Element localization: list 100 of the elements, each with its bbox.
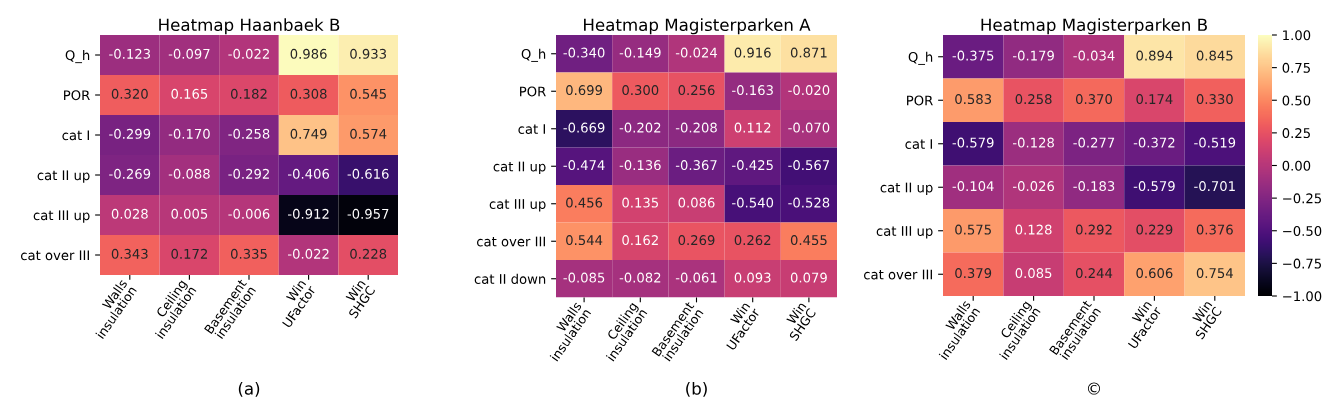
data-label: -0.258: [228, 128, 270, 139]
data-label: 0.269: [678, 235, 715, 246]
data-label: 0.162: [622, 235, 658, 246]
data-label: 0.005: [171, 208, 208, 219]
y-tick-label: cat III up: [489, 199, 546, 212]
data-label: -0.183: [1073, 181, 1115, 192]
data-label: -0.170: [168, 128, 210, 139]
data-label: -0.579: [952, 137, 994, 148]
data-label: -0.202: [619, 122, 661, 133]
data-label: -0.085: [563, 272, 605, 283]
text: (a): [238, 381, 260, 397]
data-label: 0.256: [678, 85, 715, 96]
data-label: 0.699: [566, 85, 603, 96]
data-label: 0.575: [955, 224, 991, 235]
data-label: 0.244: [1075, 268, 1113, 279]
data-label: 0.376: [1196, 224, 1233, 235]
data-label: -0.061: [675, 272, 717, 283]
color-bar-label: 0.25: [1282, 128, 1310, 139]
y-tick-label: cat over III: [864, 269, 932, 280]
data-label: 0.456: [566, 197, 603, 208]
data-label: 0.754: [1196, 268, 1233, 279]
data-label: 0.916: [734, 47, 771, 58]
data-label: -0.034: [1073, 50, 1115, 61]
data-label: -0.425: [732, 160, 773, 171]
data-label: 0.606: [1136, 268, 1173, 279]
data-label: -0.088: [168, 168, 210, 179]
data-label: 0.343: [111, 248, 148, 259]
data-label: -0.957: [347, 208, 389, 219]
data-label: 0.292: [1075, 224, 1112, 235]
data-label: -0.020: [788, 85, 830, 96]
data-label: 0.933: [350, 48, 387, 59]
data-label: -0.406: [287, 168, 330, 179]
y-tick-label: cat I: [62, 130, 89, 141]
data-label: -0.616: [347, 168, 389, 179]
y-tick-label: cat II up: [880, 182, 933, 196]
data-label: 0.172: [171, 248, 207, 259]
data-label: 0.574: [350, 128, 387, 139]
data-label: -0.292: [228, 168, 269, 179]
data-label: 0.894: [1136, 50, 1173, 61]
y-tick-label: cat over III: [477, 236, 545, 247]
y-tick-label: cat I: [518, 124, 545, 134]
y-tick-label: POR: [520, 86, 546, 97]
data-label: 0.379: [955, 268, 992, 279]
data-label: 0.320: [111, 88, 148, 99]
data-label: 0.135: [622, 197, 659, 208]
y-tick-label: cat II up: [37, 170, 90, 183]
data-label: -0.277: [1073, 137, 1115, 148]
data-label: -0.136: [619, 160, 661, 171]
color-bar-label: 0.75: [1282, 62, 1310, 73]
data-label: -0.097: [168, 48, 210, 59]
data-label: 0.300: [622, 85, 659, 96]
data-label: 0.308: [290, 88, 327, 99]
data-label: 0.086: [678, 197, 715, 208]
data-label: 0.370: [1075, 94, 1113, 105]
color-bar-label: 0.50: [1282, 95, 1311, 106]
data-label: -0.528: [788, 197, 830, 208]
color-bar-label: −1.00: [1283, 291, 1322, 302]
data-label: -0.299: [109, 128, 151, 139]
data-label: -0.163: [732, 85, 773, 96]
data-label: -0.474: [563, 160, 605, 171]
data-label: -0.701: [1194, 181, 1235, 192]
data-label: -0.340: [563, 47, 605, 58]
data-label: -0.367: [675, 160, 717, 171]
data-label: -0.123: [109, 48, 151, 59]
data-label: -0.024: [675, 47, 718, 58]
data-label: -0.026: [1012, 181, 1055, 192]
chart-title: Heatmap Magisterparken B: [981, 18, 1207, 35]
color-bar-label: −0.75: [1283, 258, 1321, 269]
y-tick-label: POR: [907, 95, 933, 106]
text: (b): [686, 381, 707, 397]
data-label: -0.579: [1133, 181, 1175, 192]
y-tick-label: cat II up: [493, 161, 546, 175]
data-label: 0.583: [955, 94, 992, 105]
y-tick-label: cat II down: [474, 273, 546, 284]
data-label: -0.082: [619, 272, 661, 283]
data-label: 0.229: [1136, 224, 1173, 235]
data-label: 0.174: [1136, 94, 1173, 105]
data-label: 0.079: [790, 272, 827, 283]
color-bar-label: −0.25: [1283, 193, 1321, 204]
data-label: 0.330: [1196, 94, 1233, 105]
data-label: -0.006: [228, 208, 270, 219]
data-label: -0.269: [109, 168, 151, 179]
y-tick-label: cat I: [905, 139, 932, 149]
y-tick-label: Q_h: [65, 49, 90, 64]
y-tick-label: POR: [64, 90, 90, 101]
data-label: 0.455: [790, 235, 827, 246]
data-label: -0.022: [228, 48, 269, 59]
y-tick-label: cat III up: [876, 226, 933, 239]
color-bar-label: −0.50: [1283, 225, 1322, 236]
color-bar-label: 0.00: [1282, 160, 1311, 171]
color-bar-label: 1.00: [1283, 30, 1311, 41]
text: ©: [1087, 382, 1101, 395]
data-label: 0.128: [1015, 224, 1052, 235]
chart-title: Heatmap Magisterparken A: [584, 18, 811, 35]
data-label: 0.085: [1015, 268, 1052, 279]
data-label: -0.912: [287, 208, 329, 219]
data-label: 0.335: [230, 248, 267, 259]
data-label: -0.669: [563, 122, 605, 133]
data-label: 0.749: [290, 128, 327, 139]
data-label: 0.165: [171, 88, 208, 99]
